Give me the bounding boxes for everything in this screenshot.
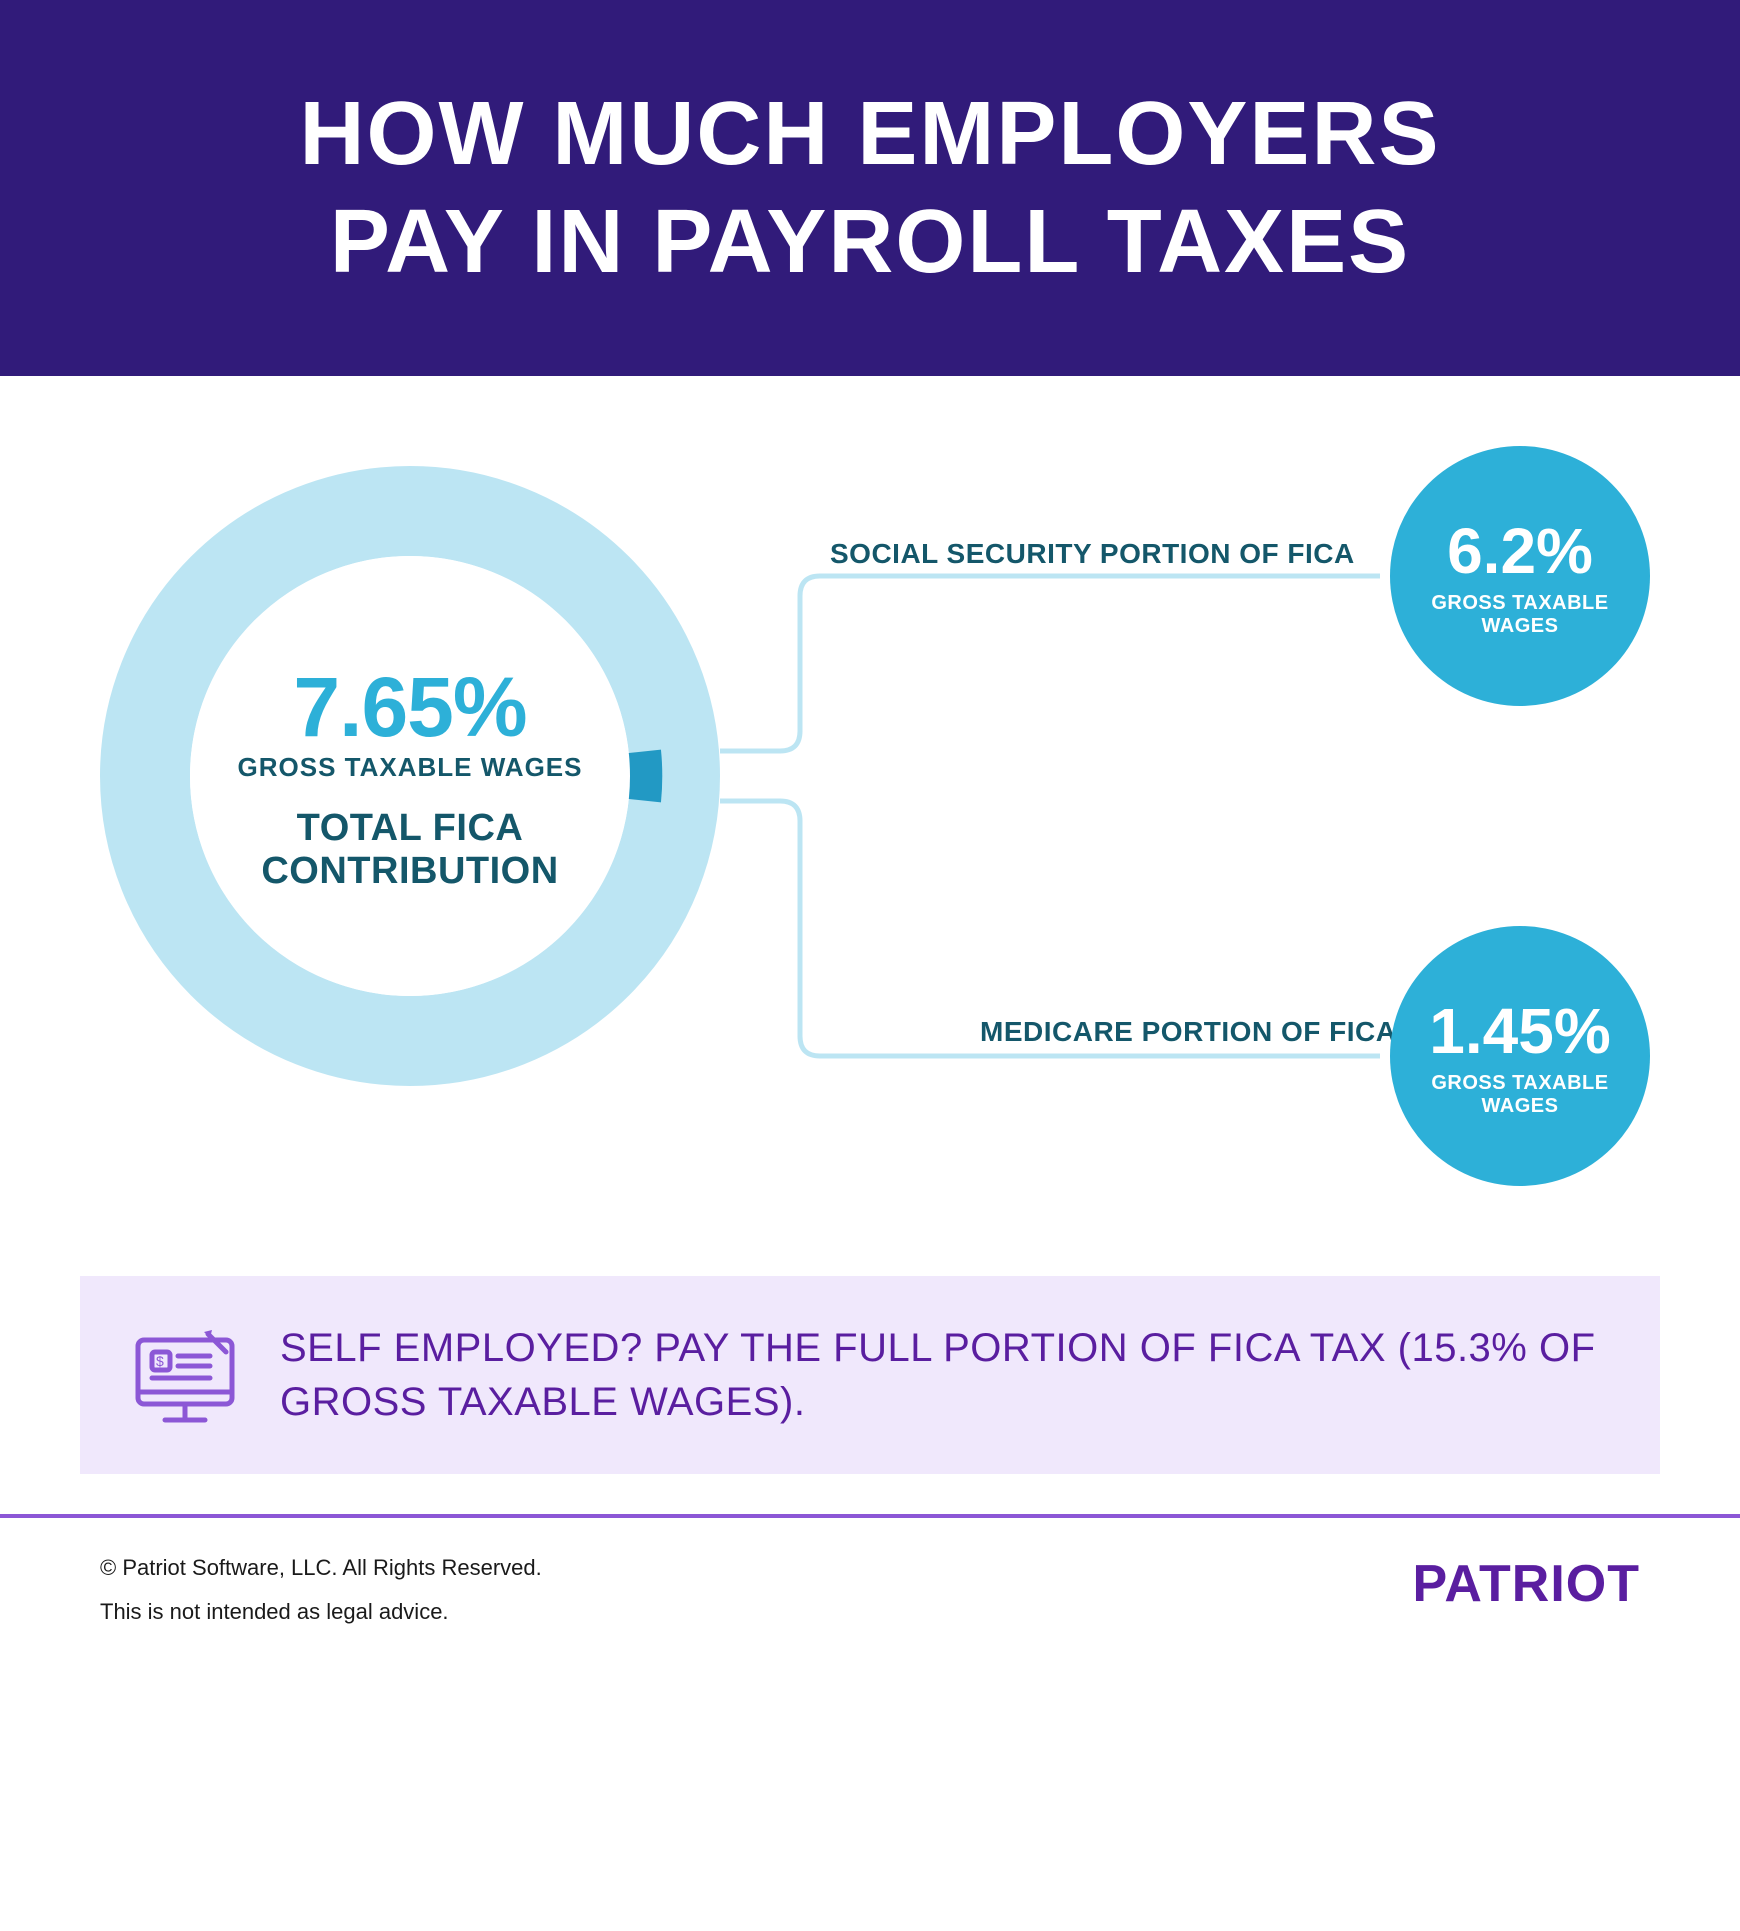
social-security-percent: 6.2% [1447,514,1593,588]
infographic-container: HOW MUCH EMPLOYERS PAY IN PAYROLL TAXES … [0,0,1740,1694]
svg-text:$: $ [156,1353,164,1369]
footer-legal: © Patriot Software, LLC. All Rights Rese… [100,1546,542,1634]
medicare-sublabel: GROSS TAXABLE WAGES [1390,1072,1650,1118]
page-title: HOW MUCH EMPLOYERS PAY IN PAYROLL TAXES [40,80,1700,296]
medicare-percent: 1.45% [1429,994,1610,1068]
total-fica-percent: 7.65% [210,659,610,756]
social-security-circle: 6.2% GROSS TAXABLE WAGES [1390,446,1650,706]
branch-connectors: SOCIAL SECURITY PORTION OF FICA MEDICARE… [720,546,1440,1106]
callout-text: SELF EMPLOYED? PAY THE FULL PORTION OF F… [280,1321,1610,1429]
copyright-text: © Patriot Software, LLC. All Rights Rese… [100,1546,542,1590]
patriot-logo: PATRIOT [1413,1554,1641,1614]
title-line-1: HOW MUCH EMPLOYERS [299,84,1440,184]
medicare-label: MEDICARE PORTION OF FICA [980,1016,1396,1048]
self-employed-callout: $ SELF EMPLOYED? PAY THE FULL PORTION OF… [80,1276,1660,1474]
social-security-label: SOCIAL SECURITY PORTION OF FICA [830,538,1355,570]
fica-donut-chart: 7.65% GROSS TAXABLE WAGES TOTAL FICA CON… [100,466,720,1086]
title-line-2: PAY IN PAYROLL TAXES [330,192,1410,292]
header-banner: HOW MUCH EMPLOYERS PAY IN PAYROLL TAXES [0,0,1740,376]
medicare-circle: 1.45% GROSS TAXABLE WAGES [1390,926,1650,1186]
social-security-sublabel: GROSS TAXABLE WAGES [1390,592,1650,638]
total-fica-sublabel: GROSS TAXABLE WAGES [210,752,610,783]
main-diagram-area: 7.65% GROSS TAXABLE WAGES TOTAL FICA CON… [0,376,1740,1276]
total-fica-label: TOTAL FICA CONTRIBUTION [210,807,610,893]
disclaimer-text: This is not intended as legal advice. [100,1590,542,1634]
computer-invoice-icon: $ [130,1320,240,1430]
donut-center-text: 7.65% GROSS TAXABLE WAGES TOTAL FICA CON… [210,659,610,893]
footer: © Patriot Software, LLC. All Rights Rese… [0,1514,1740,1694]
